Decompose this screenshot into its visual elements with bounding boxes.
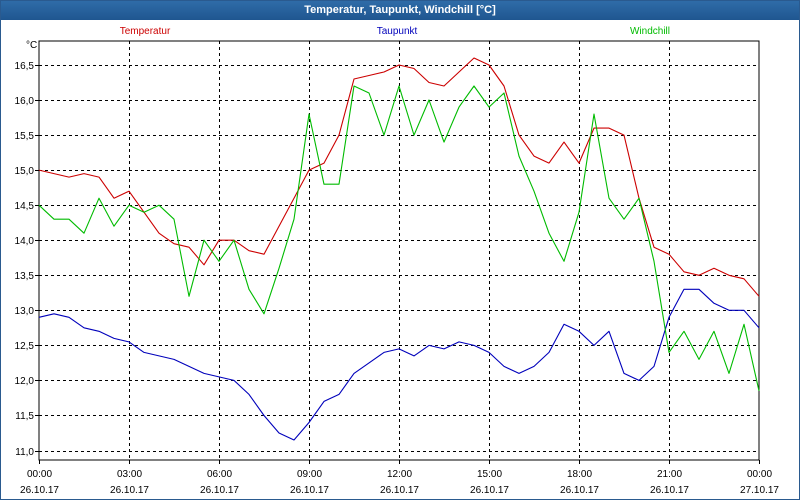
series-lines [38,57,760,441]
legend-windchill: Windchill [630,26,670,37]
y-tick-label: 11,5 [15,411,34,422]
y-tick-label: 16,0 [15,96,35,107]
y-axis-label: °C [26,40,37,51]
x-tick-date: 27.10.17 [740,485,779,496]
legend-taupunkt: Taupunkt [377,26,418,37]
x-tick-date: 26.10.17 [200,485,239,496]
x-tick-date: 26.10.17 [650,485,689,496]
x-tick-time: 00:00 [27,469,52,480]
x-tick-date: 26.10.17 [470,485,509,496]
x-tick-time: 00:00 [747,469,772,480]
y-tick-label: 16,5 [15,61,35,72]
y-tick-label: 13,5 [15,271,35,282]
y-tick-label: 12,0 [15,376,35,387]
series-line-windchill [38,85,760,392]
y-tick-label: 12,5 [15,341,35,352]
y-tick-label: 14,5 [15,201,35,212]
x-tick-date: 26.10.17 [20,485,59,496]
window-title: Temperatur, Taupunkt, Windchill [°C] [1,1,799,20]
y-axis-ticks: 11,0 11,5 12,0 12,5 13,0 13,5 14,0 14,5 15,0 15,5… [15,61,39,458]
legend-temperatur: Temperatur [120,26,171,37]
y-tick-label: 14,0 [15,236,35,247]
series-line-taupunkt [38,288,760,441]
x-tick-date: 26.10.17 [560,485,599,496]
x-tick-date: 26.10.17 [380,485,419,496]
grid-lines [39,41,759,460]
y-tick-label: 15,0 [15,166,35,177]
y-tick-label: 11,0 [15,447,34,458]
y-tick-label: 15,5 [15,131,35,142]
x-tick-time: 09:00 [297,469,322,480]
y-tick-label: 13,0 [15,306,35,317]
x-tick-time: 12:00 [387,469,412,480]
x-tick-date: 26.10.17 [110,485,149,496]
x-axis-ticks: 00:00 26.10.17 03:00 26.10.17 06:00 26.10.17 0… [20,460,779,496]
x-tick-time: 03:00 [117,469,142,480]
x-tick-time: 21:00 [657,469,682,480]
x-tick-time: 15:00 [477,469,502,480]
x-tick-time: 06:00 [207,469,232,480]
x-tick-time: 18:00 [567,469,592,480]
x-tick-date: 26.10.17 [290,485,329,496]
